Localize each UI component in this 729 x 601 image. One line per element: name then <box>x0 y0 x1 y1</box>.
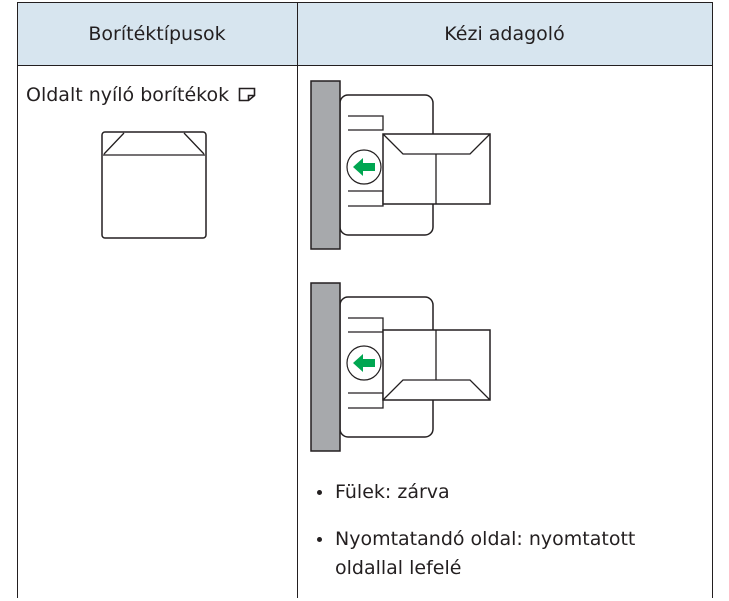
header-text: Kézi adagoló <box>444 23 565 45</box>
header-text: Borítéktípusok <box>88 23 226 45</box>
envelope-type-text: Oldalt nyíló borítékok <box>26 84 230 106</box>
table-border <box>297 2 298 598</box>
table-border <box>17 2 18 598</box>
envelope-type: Oldalt nyíló borítékok <box>26 84 256 106</box>
bypass-tray-illustration <box>310 80 491 250</box>
header-cell: Borítéktípusok <box>17 2 297 66</box>
bullet-list: Fülek: zárva Nyomtatandó oldal: nyomtato… <box>315 478 695 601</box>
bullet-item: Nyomtatandó oldal: nyomtatott oldallal l… <box>315 525 695 583</box>
orientation-icon <box>238 87 256 102</box>
bullet-item: Fülek: zárva <box>315 478 695 507</box>
envelope-illustration <box>101 131 207 239</box>
header-cell: Kézi adagoló <box>297 2 712 66</box>
bypass-tray-illustration <box>310 282 491 452</box>
table-border <box>712 2 713 598</box>
